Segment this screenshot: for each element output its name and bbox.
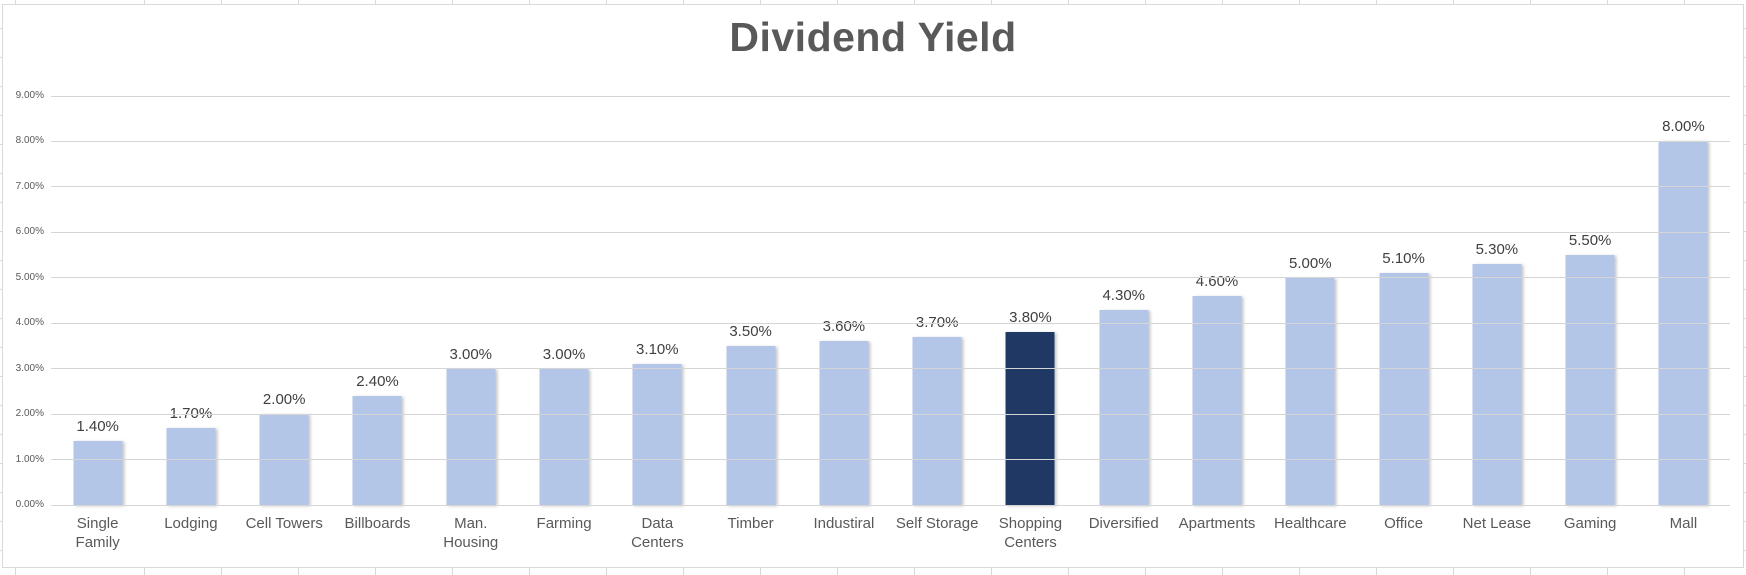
gridline	[51, 231, 1730, 233]
bar-slot: 1.40%	[51, 96, 144, 505]
bar-value-label: 3.00%	[542, 345, 586, 363]
bar-slot: 2.00%	[238, 96, 331, 505]
bar-value-label: 2.40%	[356, 372, 399, 390]
gridline	[51, 459, 1730, 461]
bar-slot: 3.80%	[984, 96, 1077, 505]
bar-slot: 8.00%	[1637, 96, 1730, 505]
bar-slot: 3.10%	[611, 96, 704, 505]
x-category-label: Gaming	[1563, 515, 1617, 532]
gridline	[51, 322, 1730, 324]
x-category-label: Net Lease	[1462, 515, 1532, 532]
bar-value-label: 1.40%	[76, 418, 119, 436]
x-category-label: Data Centers	[631, 515, 684, 551]
bar[interactable]	[1285, 277, 1335, 505]
bar[interactable]	[726, 345, 776, 505]
bar[interactable]	[1099, 309, 1149, 505]
bar-slot: 2.40%	[331, 96, 424, 505]
bar-value-label: 2.00%	[262, 391, 306, 409]
x-category-label: Farming	[536, 515, 592, 532]
bar-value-label: 5.30%	[1475, 241, 1519, 259]
bar[interactable]	[73, 441, 123, 505]
plot-area: 1.40% 1.70% 2.00% 2.40% 3.00% 3.00% 3.10% 3.50%…	[51, 95, 1730, 506]
gridline	[51, 368, 1730, 370]
x-category-label: Self Storage	[895, 515, 979, 532]
gridline	[51, 140, 1730, 142]
bar-slot: 5.10%	[1357, 96, 1450, 505]
bar-value-label: 5.00%	[1289, 254, 1332, 272]
bar[interactable]	[819, 341, 869, 505]
bar-value-label: 3.50%	[729, 322, 772, 340]
bar[interactable]	[632, 364, 682, 505]
bar-slot: 1.70%	[144, 96, 237, 505]
x-category-label: Industiral	[813, 515, 875, 532]
y-tick-label: 2.00%	[15, 408, 44, 420]
bar-slot: 3.50%	[704, 96, 797, 505]
y-tick-label: 3.00%	[15, 362, 44, 374]
x-category-label: Healthcare	[1274, 515, 1347, 532]
y-tick-label: 6.00%	[15, 226, 44, 238]
y-tick-label: 4.00%	[15, 317, 44, 329]
worksheet-gridline-strip-bottom	[0, 568, 1746, 575]
y-axis: 0.00% 1.00% 2.00% 3.00% 4.00% 5.00% 6.00% 7.00%…	[6, 91, 44, 510]
bar-slot: 3.00%	[424, 96, 517, 505]
bar-slot: 5.00%	[1264, 96, 1357, 505]
x-category-label: Single Family	[75, 515, 120, 551]
y-tick-label: 9.00%	[15, 90, 44, 101]
x-category-label: Shopping Centers	[998, 515, 1063, 551]
x-category-label: Timber	[727, 515, 774, 532]
bar-series: 1.40% 1.70% 2.00% 2.40% 3.00% 3.00% 3.10% 3.50%…	[51, 96, 1730, 505]
bar-value-label: 4.30%	[1102, 286, 1146, 304]
bar-value-label: 3.70%	[915, 313, 959, 331]
bar-slot: 3.00%	[517, 96, 610, 505]
x-category-label: Man. Housing	[443, 515, 499, 551]
bar-value-label: 1.70%	[169, 404, 213, 422]
x-category-label: Billboards	[344, 515, 411, 532]
x-category-label: Apartments	[1178, 515, 1256, 532]
bar-value-label: 3.80%	[1009, 309, 1052, 327]
bar-value-label: 3.10%	[636, 341, 679, 359]
x-category-label: Mall	[1669, 515, 1698, 532]
bar-value-label: 3.00%	[449, 345, 493, 363]
x-category-label: Office	[1384, 515, 1424, 532]
bar-slot: 5.50%	[1544, 96, 1637, 505]
bar-slot: 3.70%	[891, 96, 984, 505]
x-category-label: Diversified	[1088, 515, 1159, 532]
y-tick-label: 5.00%	[15, 271, 44, 283]
gridline	[51, 277, 1730, 279]
bar[interactable]	[446, 368, 496, 505]
x-category-label: Cell Towers	[245, 515, 323, 532]
y-tick-label: 7.00%	[15, 180, 44, 192]
gridline	[51, 413, 1730, 415]
bar[interactable]	[1379, 273, 1429, 505]
gridline	[51, 504, 1730, 506]
bar-value-label: 5.10%	[1382, 250, 1425, 268]
bar-slot: 4.30%	[1077, 96, 1170, 505]
bar-value-label: 8.00%	[1662, 118, 1705, 136]
y-tick-label: 8.00%	[15, 135, 44, 147]
bar-slot: 4.60%	[1170, 96, 1263, 505]
gridline	[51, 95, 1730, 97]
bar[interactable]	[1472, 264, 1522, 505]
bar-highlighted[interactable]	[1005, 332, 1055, 505]
bar[interactable]	[1565, 255, 1615, 505]
bar-value-label: 3.60%	[822, 318, 866, 336]
bar-value-label: 4.60%	[1195, 272, 1239, 290]
y-tick-label: 0.00%	[15, 499, 44, 510]
chart-title: Dividend Yield	[729, 14, 1017, 60]
bar[interactable]	[539, 368, 589, 505]
bar-slot: 5.30%	[1450, 96, 1543, 505]
bar-slot: 3.60%	[797, 96, 890, 505]
bar[interactable]	[1192, 295, 1242, 505]
x-category-label: Lodging	[164, 515, 218, 532]
bar[interactable]	[352, 395, 402, 505]
gridline	[51, 186, 1730, 188]
y-tick-label: 1.00%	[15, 453, 44, 465]
bar[interactable]	[912, 336, 962, 505]
bar-value-label: 5.50%	[1568, 232, 1612, 250]
bar[interactable]	[166, 427, 216, 505]
x-axis-labels: Single Family Lodging Cell Towers Billboard…	[51, 514, 1730, 562]
